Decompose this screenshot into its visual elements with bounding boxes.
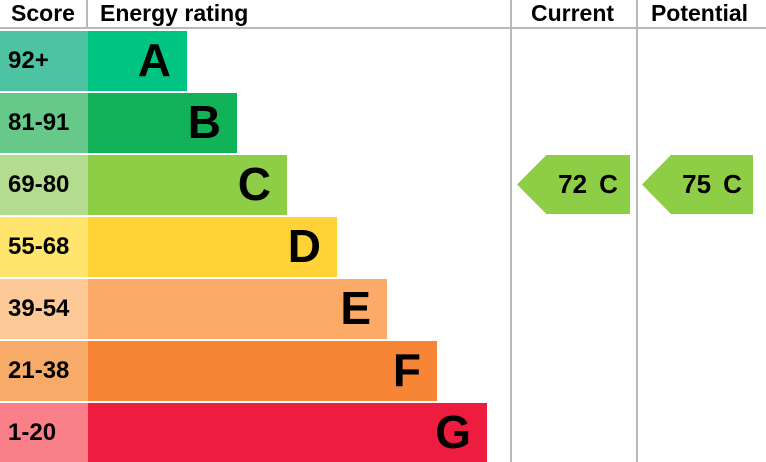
score-range-cell: 92+ [0, 31, 88, 91]
band-row: 92+ A [0, 31, 512, 91]
band-bar: G [88, 403, 487, 462]
score-range-cell: 81-91 [0, 93, 88, 153]
header-energy-rating: Energy rating [100, 0, 249, 26]
current-rating-band: C [599, 169, 618, 199]
score-range-cell: 69-80 [0, 155, 88, 215]
chart-header-row: Score Energy rating Current Potential [0, 0, 766, 29]
band-row: 21-38 F [0, 341, 512, 401]
band-row: 39-54 E [0, 279, 512, 339]
potential-rating-band: C [723, 169, 742, 199]
score-range-cell: 1-20 [0, 403, 88, 462]
divider-potential-column [636, 0, 638, 462]
header-current: Current [530, 0, 615, 26]
current-rating-value: 72 [558, 169, 588, 199]
score-range-cell: 39-54 [0, 279, 88, 339]
band-bar: D [88, 217, 337, 277]
current-rating-arrow: 72 C [517, 155, 630, 214]
score-range-cell: 21-38 [0, 341, 88, 401]
potential-rating-arrow: 75 C [642, 155, 753, 214]
band-bar: C [88, 155, 287, 215]
band-row: 1-20 G [0, 403, 512, 462]
score-range-cell: 55-68 [0, 217, 88, 277]
band-row: 55-68 D [0, 217, 512, 277]
band-row: 81-91 B [0, 93, 512, 153]
band-rows: 92+ A 81-91 B 69-80 C 55-68 D 39-54 E 21… [0, 31, 512, 462]
band-bar: F [88, 341, 437, 401]
band-bar: B [88, 93, 237, 153]
band-bar: E [88, 279, 387, 339]
potential-rating-value: 75 [682, 169, 712, 199]
header-potential: Potential [650, 0, 749, 26]
divider-current-column [510, 0, 512, 462]
band-bar: A [88, 31, 187, 91]
band-row: 69-80 C [0, 155, 512, 215]
header-score: Score [0, 0, 88, 27]
